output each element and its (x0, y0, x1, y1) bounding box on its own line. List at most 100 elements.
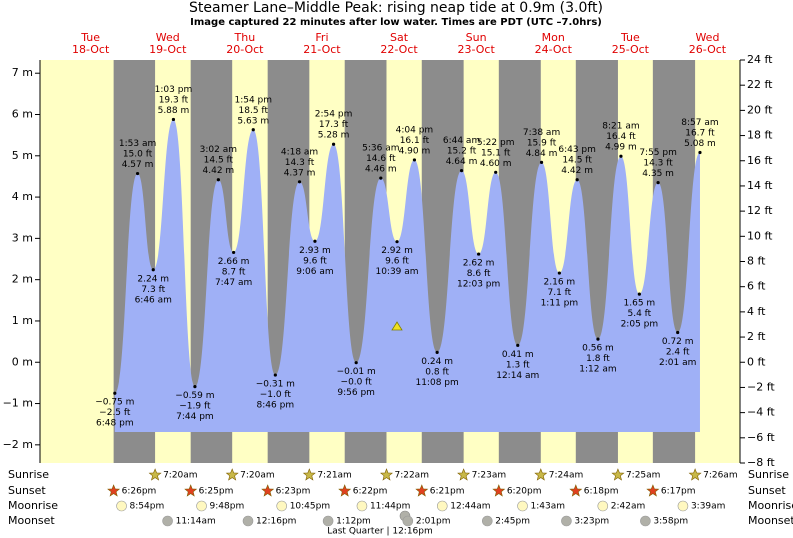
day-weekday: Wed (156, 31, 180, 44)
extreme-label: 2.16 m (544, 278, 576, 288)
extreme-label: 14.6 ft (366, 154, 396, 164)
astro-icon (261, 484, 275, 497)
astro-time: 7:21am (317, 471, 352, 481)
extreme-label: 2.24 m (137, 274, 169, 284)
extreme-label: 4.84 m (526, 149, 558, 159)
tide-area (114, 119, 700, 432)
tide-extreme (331, 142, 336, 146)
row-label: Moonset (8, 514, 55, 527)
astro-time: 8:54pm (130, 502, 165, 512)
tide-extreme (477, 252, 481, 256)
astro-time: 1:12pm (336, 517, 371, 527)
tide-extreme (619, 154, 623, 158)
extreme-label: 1:11 pm (541, 299, 579, 309)
extreme-label: 12:14 am (496, 371, 539, 381)
tide-extreme (676, 330, 680, 335)
day-weekday: Thu (234, 31, 256, 44)
tide-extreme (113, 391, 117, 395)
y2-tick-label: 0 ft (747, 355, 766, 368)
y-tick-label: 6 m (12, 108, 33, 121)
extreme-label: 15.9 ft (527, 138, 557, 148)
extreme-label: 1.8 ft (586, 354, 610, 364)
astro-time: 7:26am (703, 471, 738, 481)
row-label: Moonrise (8, 499, 58, 512)
extreme-label: 1:53 am (119, 139, 156, 149)
extreme-label: −2.5 ft (99, 408, 131, 418)
extreme-label: 3:02 am (200, 145, 237, 155)
extreme-label: 4.42 m (561, 166, 593, 176)
astro-icon (436, 500, 448, 512)
extreme-label: 7:44 pm (176, 412, 214, 422)
astro-icon (597, 500, 609, 512)
astro-icon (107, 484, 121, 497)
day-date: 21-Oct (303, 43, 341, 56)
y-tick-label: 1 m (12, 314, 33, 327)
astro-icon (302, 468, 316, 481)
y2-tick-label: 2 ft (747, 330, 766, 343)
tide-extreme (297, 180, 302, 184)
extreme-label: 6:48 pm (96, 419, 134, 429)
astro-time: 6:20pm (507, 487, 542, 497)
extreme-label: 2.4 ft (666, 348, 690, 358)
extreme-label: 6:43 pm (558, 145, 596, 155)
extreme-label: 8:21 am (602, 122, 639, 132)
extreme-label: 1.65 m (624, 299, 656, 309)
y2-tick-label: −8 ft (747, 456, 775, 469)
extreme-label: 7:55 pm (639, 148, 677, 158)
astro-icon (148, 468, 162, 481)
astro-time: 7:22am (394, 471, 429, 481)
y2-tick-label: 14 ft (747, 179, 773, 192)
astro-icon (677, 500, 689, 512)
y-tick-label: 3 m (12, 231, 33, 244)
moon-phase: Last Quarter | 12:16pm (327, 527, 433, 537)
extreme-label: 1:54 pm (234, 95, 272, 105)
extreme-label: 7:47 am (215, 278, 252, 288)
extreme-label: 4:04 pm (396, 125, 434, 135)
astro-icon (276, 500, 288, 512)
extreme-label: 15.0 ft (123, 150, 153, 160)
day-weekday: Wed (695, 31, 719, 44)
astro-time: 7:20am (163, 471, 198, 481)
y2-tick-label: 6 ft (747, 280, 766, 293)
extreme-label: 5.4 ft (628, 309, 652, 319)
y2-tick-label: −6 ft (747, 431, 775, 444)
tide-extreme (494, 170, 498, 174)
extreme-label: 14.5 ft (204, 156, 234, 166)
astro-icon (415, 484, 429, 497)
extreme-label: 8.7 ft (222, 267, 246, 277)
y2-tick-label: 18 ft (747, 129, 773, 142)
astro-icon (338, 484, 352, 497)
extreme-label: 14.5 ft (562, 156, 592, 166)
astro-time: 6:21pm (430, 487, 465, 497)
y-tick-label: 4 m (12, 190, 33, 203)
extreme-label: 11:08 pm (415, 378, 458, 388)
astro-icon (162, 515, 173, 527)
tide-extreme (516, 343, 520, 347)
astro-icon (322, 515, 334, 527)
y2-tick-label: −2 ft (747, 380, 775, 393)
extreme-label: 4.90 m (399, 146, 431, 156)
tide-extreme (379, 176, 383, 180)
extreme-label: 12:03 pm (457, 280, 500, 290)
astro-time: 2:42am (611, 502, 646, 512)
extreme-label: 8:57 am (681, 118, 718, 128)
astro-icon (561, 515, 572, 527)
extreme-label: 8.6 ft (467, 269, 491, 279)
astro-time: 2:01pm (416, 517, 451, 527)
extreme-label: 5:36 am (362, 144, 399, 154)
astro-icon (242, 515, 254, 527)
extreme-label: 4.57 m (122, 160, 154, 170)
extreme-label: 16.1 ft (400, 136, 430, 146)
astro-time: 11:14am (176, 517, 216, 527)
day-date: 23-Oct (458, 43, 496, 56)
astro-time: 7:25am (626, 471, 661, 481)
tide-extreme (193, 385, 197, 389)
astro-time: 6:25pm (199, 487, 234, 497)
y-tick-label: −2 m (3, 438, 33, 451)
extreme-label: 0.41 m (502, 350, 534, 360)
astro-icon (517, 500, 528, 512)
extreme-label: −0.01 m (337, 367, 376, 377)
y-tick-label: 5 m (12, 149, 33, 162)
